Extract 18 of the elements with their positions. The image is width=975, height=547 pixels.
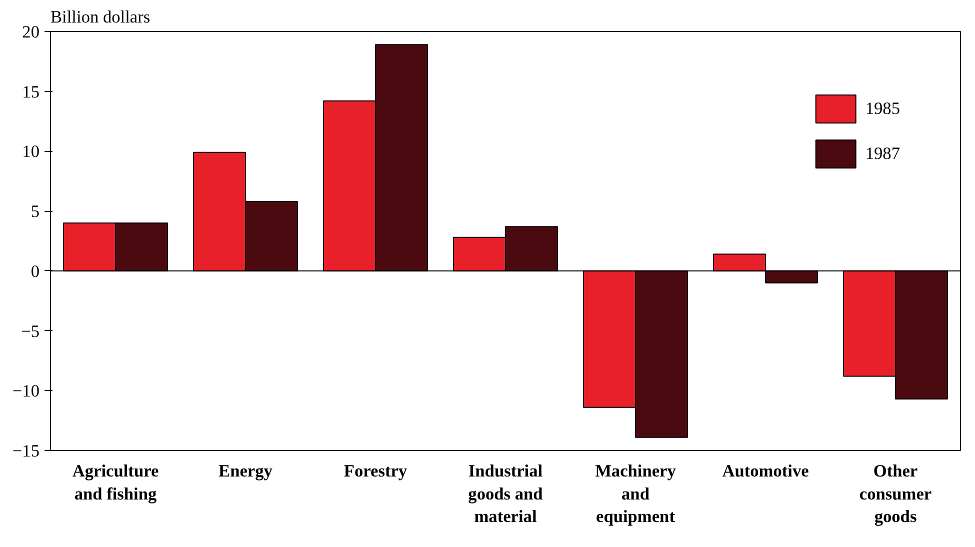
x-tick-label: Automotive <box>722 462 810 480</box>
legend-label: 1985 <box>865 98 900 118</box>
y-tick-label: −10 <box>12 382 40 401</box>
y-axis-title: Billion dollars <box>50 8 150 26</box>
x-tick-label: Agriculture and fishing <box>72 462 159 504</box>
y-tick-label: 15 <box>22 82 40 102</box>
x-tick-label: Industrial goods and material <box>468 462 544 526</box>
x-tick-label: Other consumer goods <box>859 462 932 526</box>
x-tick-label: Energy <box>218 462 273 480</box>
y-tick-label: 20 <box>22 22 40 42</box>
y-tick-label: −5 <box>21 322 40 341</box>
legend-label: 1987 <box>865 144 900 164</box>
y-tick-label: −15 <box>12 442 40 460</box>
y-tick-label: 10 <box>22 142 40 162</box>
y-tick-label: 5 <box>30 202 40 222</box>
x-tick-label: Machinery and equipment <box>595 462 676 526</box>
x-tick-label: Forestry <box>344 462 408 480</box>
y-tick-label: 0 <box>30 262 40 281</box>
